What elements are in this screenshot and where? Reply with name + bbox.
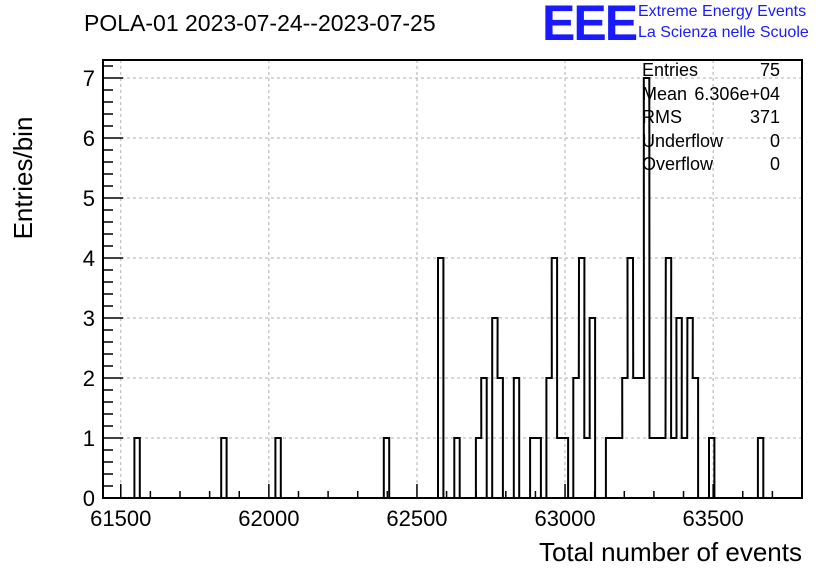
stats-key: Mean <box>642 83 688 104</box>
stats-key: Overflow <box>642 154 714 174</box>
stats-value: 6.306e+04 <box>694 83 780 104</box>
stats-value: 0 <box>769 154 780 174</box>
x-tick-label: 62500 <box>386 506 447 531</box>
y-tick-label: 0 <box>83 486 95 511</box>
y-tick-label: 2 <box>83 366 95 391</box>
y-tick-label: 4 <box>83 246 95 271</box>
stats-key: Underflow <box>642 130 724 151</box>
stats-row-underflow: Underflow 0 <box>642 131 780 155</box>
x-tick-label: 63500 <box>683 506 744 531</box>
x-tick-label: 61500 <box>90 506 151 531</box>
stats-row-mean: Mean 6.306e+04 <box>642 84 780 108</box>
eee-logo: EEE <box>542 0 638 51</box>
stats-box: Entries 75 Mean 6.306e+04 RMS 371 Underf… <box>642 60 780 178</box>
plot-frame <box>102 59 803 499</box>
y-tick-label: 5 <box>83 186 95 211</box>
y-tick-label: 1 <box>83 426 95 451</box>
stats-key: RMS <box>642 107 682 127</box>
x-tick-label: 63000 <box>534 506 595 531</box>
stats-row-rms: RMS 371 <box>642 107 780 131</box>
stats-row-overflow: Overflow 0 <box>642 154 780 178</box>
histogram-outline <box>133 77 765 498</box>
x-tick-labels: 61500 62000 62500 63000 63500 <box>90 506 744 531</box>
stats-value: 75 <box>759 60 780 80</box>
stats-key: Entries <box>642 60 699 80</box>
chart-title: POLA-01 2023-07-24--2023-07-25 <box>84 10 436 36</box>
stats-value: 371 <box>749 107 780 127</box>
grid-lines <box>103 60 802 498</box>
x-axis-title: Total number of events <box>539 537 802 567</box>
y-tick-label: 6 <box>83 126 95 151</box>
y-tick-labels: 0 1 2 3 4 5 6 7 <box>83 66 95 511</box>
y-tick-label: 3 <box>83 306 95 331</box>
stats-value: 0 <box>769 130 780 151</box>
logo-line-1: Extreme Energy Events <box>638 3 807 20</box>
stats-row-entries: Entries 75 <box>642 60 780 84</box>
y-tick-label: 7 <box>83 66 95 91</box>
x-tick-label: 62000 <box>238 506 299 531</box>
y-axis-title: Entries/bin <box>8 117 38 240</box>
logo-line-2: La Scienza nelle Scuole <box>638 24 809 41</box>
axis-ticks <box>103 65 803 499</box>
